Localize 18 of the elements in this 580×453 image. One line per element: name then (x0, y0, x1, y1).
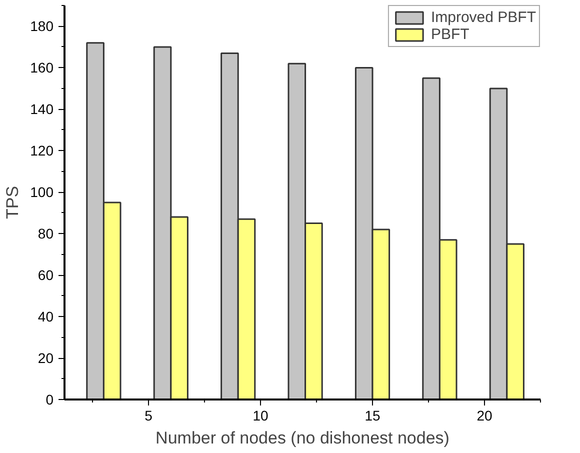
x-tick-label: 5 (144, 408, 153, 424)
x-tick-label: 20 (476, 408, 492, 424)
x-tick-label: 10 (252, 408, 268, 424)
legend-label: Improved PBFT (430, 9, 536, 26)
legend-label: PBFT (430, 26, 470, 43)
y-tick-label: 0 (46, 392, 54, 408)
y-tick-label: 180 (30, 18, 54, 34)
x-tick-label: 15 (364, 408, 380, 424)
y-axis-title: TPS (3, 186, 22, 220)
y-tick-label: 160 (30, 60, 54, 76)
y-tick-label: 60 (38, 267, 54, 284)
y-tick-label: 120 (30, 142, 54, 159)
y-tick-label: 140 (30, 101, 54, 118)
y-tick-label: 100 (30, 184, 54, 200)
x-axis-title: Number of nodes (no dishonest nodes) (156, 428, 450, 448)
y-tick-label: 80 (38, 226, 54, 242)
y-tick-label: 20 (38, 350, 54, 366)
y-tick-label: 40 (38, 308, 54, 325)
